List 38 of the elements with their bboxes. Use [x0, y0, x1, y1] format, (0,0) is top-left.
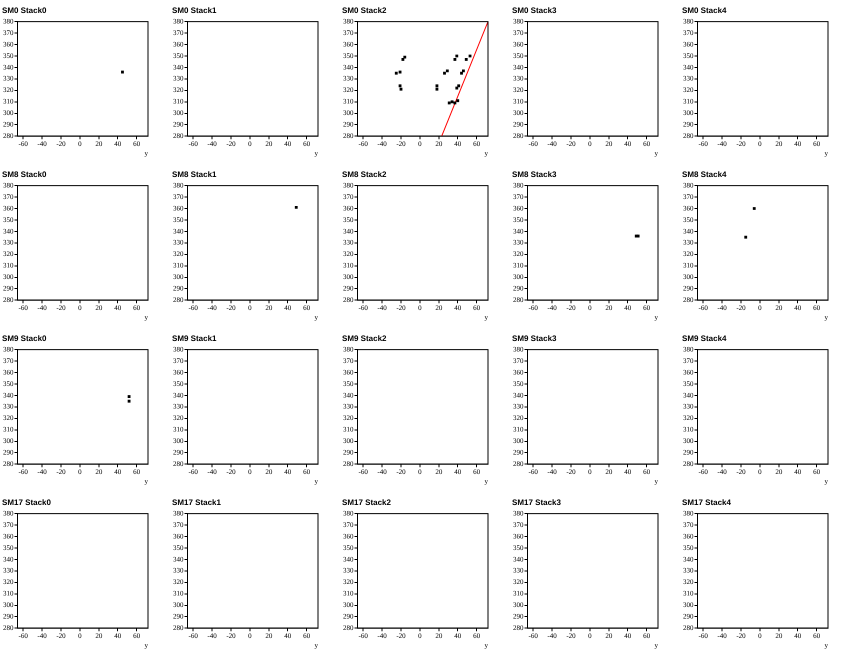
chart-title: SM8 Stack3: [512, 170, 558, 180]
chart-title: SM17 Stack2: [342, 498, 392, 508]
chart-title: SM17 Stack3: [512, 498, 562, 508]
chart-title: SM0 Stack2: [342, 6, 388, 16]
chart-title: SM9 Stack3: [512, 334, 558, 344]
chart-title: SM17 Stack0: [2, 498, 52, 508]
chart-title: SM8 Stack1: [172, 170, 218, 180]
point: [436, 84, 438, 88]
chart-title: SM8 Stack2: [342, 170, 388, 180]
chart-title: SM0 Stack3: [512, 6, 558, 16]
point: [398, 70, 402, 74]
point: [455, 54, 458, 58]
point: [455, 86, 458, 90]
point: [448, 102, 451, 104]
chart-title: SM8 Stack0: [2, 170, 48, 180]
point: [446, 69, 449, 72]
point: [443, 72, 446, 75]
chart-title: SM9 Stack1: [172, 334, 218, 344]
point: [462, 69, 465, 72]
chart-title: SM17 Stack4: [682, 498, 732, 508]
chart-title: SM0 Stack0: [2, 6, 48, 16]
chart-title: SM9 Stack4: [682, 334, 728, 344]
point: [453, 102, 456, 104]
point: [453, 58, 456, 61]
point: [436, 88, 438, 91]
chart-title: SM9 Stack0: [2, 334, 48, 344]
point: [401, 58, 404, 61]
chart-title: SM17 Stack1: [172, 498, 222, 508]
point: [400, 88, 402, 91]
chart-title: SM0 Stack1: [172, 6, 218, 16]
point: [464, 58, 468, 61]
chart-title: SM8 Stack4: [682, 170, 728, 180]
chart-title: SM0 Stack4: [682, 6, 728, 16]
point: [468, 54, 472, 58]
point: [403, 56, 406, 59]
point: [450, 100, 454, 104]
point: [398, 84, 402, 88]
chart-title: SM9 Stack2: [342, 334, 388, 344]
